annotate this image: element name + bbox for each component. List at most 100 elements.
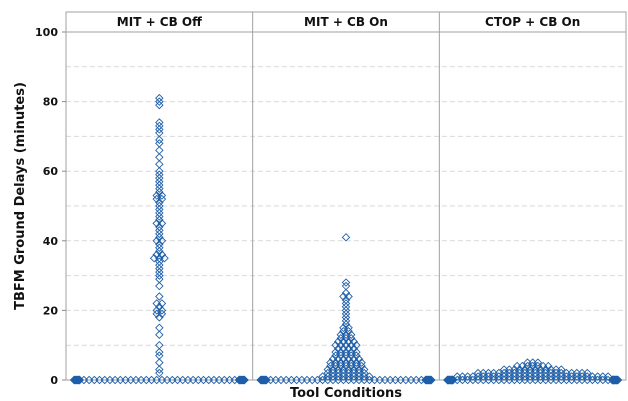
data-point [344,292,353,301]
data-point [425,375,434,385]
data-point [258,375,267,385]
y-tick-label: 100 [35,26,58,39]
data-point [155,125,164,134]
data-point [155,177,164,186]
data-point [155,323,164,333]
data-point [157,250,167,259]
data-point [341,313,351,322]
data-point [359,365,369,374]
data-point [155,247,164,256]
data-point [236,375,245,385]
y-tick-label: 20 [43,304,59,317]
data-point [157,299,167,308]
data-point [157,194,167,204]
data-point [424,375,434,385]
data-point [427,375,436,385]
data-point [155,358,164,367]
panel-title: MIT + CB Off [117,15,202,29]
data-point [155,233,164,242]
data-point [365,372,374,381]
data-point [155,187,164,197]
data-point [155,93,164,103]
data-point [155,264,164,273]
data-point [155,160,164,169]
data-point [445,375,455,385]
data-point [155,330,164,339]
data-point [341,302,351,312]
data-point [155,260,164,270]
data-point [611,375,621,385]
data-point [533,358,543,367]
data-point [155,170,164,179]
y-tick-label: 80 [43,96,59,109]
data-point [155,226,164,235]
data-point [349,344,359,353]
data-point [346,334,356,343]
data-point [359,368,369,378]
data-point [544,361,553,371]
data-point [155,97,164,106]
data-point [237,375,247,385]
data-point [155,208,164,218]
data-point [73,375,83,385]
data-point [157,306,167,315]
data-point [341,309,351,319]
data-point [344,327,353,336]
data-point [603,372,613,381]
data-point [155,198,164,207]
data-point [258,375,268,385]
data-point [354,354,364,364]
data-point [341,306,351,315]
data-point [155,340,164,350]
data-point [155,128,164,138]
data-point [71,375,80,385]
data-point [155,215,164,225]
data-point [352,347,361,357]
data-point [157,309,167,319]
data-point [157,236,167,246]
data-point [352,340,361,350]
data-point [341,299,351,308]
data-point [155,201,164,211]
data-point [341,288,351,298]
data-point [155,257,164,266]
data-point [155,222,164,232]
data-point [341,281,351,291]
data-point [73,375,82,385]
data-point [155,271,164,280]
data-point [423,375,432,385]
data-point [341,316,351,326]
data-point [446,375,455,385]
x-axis-title: Tool Conditions [290,386,402,401]
data-point [155,274,164,284]
data-point [155,173,164,183]
y-axis-title: TBFM Ground Delays (minutes) [13,82,28,310]
data-point [344,323,353,333]
data-point [447,375,456,385]
data-point [610,375,620,385]
data-point [155,365,164,374]
data-point [155,100,164,110]
data-point [155,347,164,357]
data-point [259,375,269,385]
data-point [234,375,244,385]
data-point [235,375,245,385]
data-point [155,146,164,155]
data-point [155,240,164,249]
data-point [341,320,351,329]
panel-title: CTOP + CB On [485,15,580,29]
data-point [160,253,169,263]
data-point [155,135,164,145]
data-point [349,337,359,346]
data-point [155,153,164,162]
y-tick-label: 0 [50,374,58,387]
data-point [72,375,81,385]
data-point [608,375,618,385]
data-point [341,278,351,287]
data-points [69,93,623,385]
data-point [155,166,164,176]
data-point [155,313,164,322]
data-point [423,375,433,385]
data-point [157,219,167,228]
